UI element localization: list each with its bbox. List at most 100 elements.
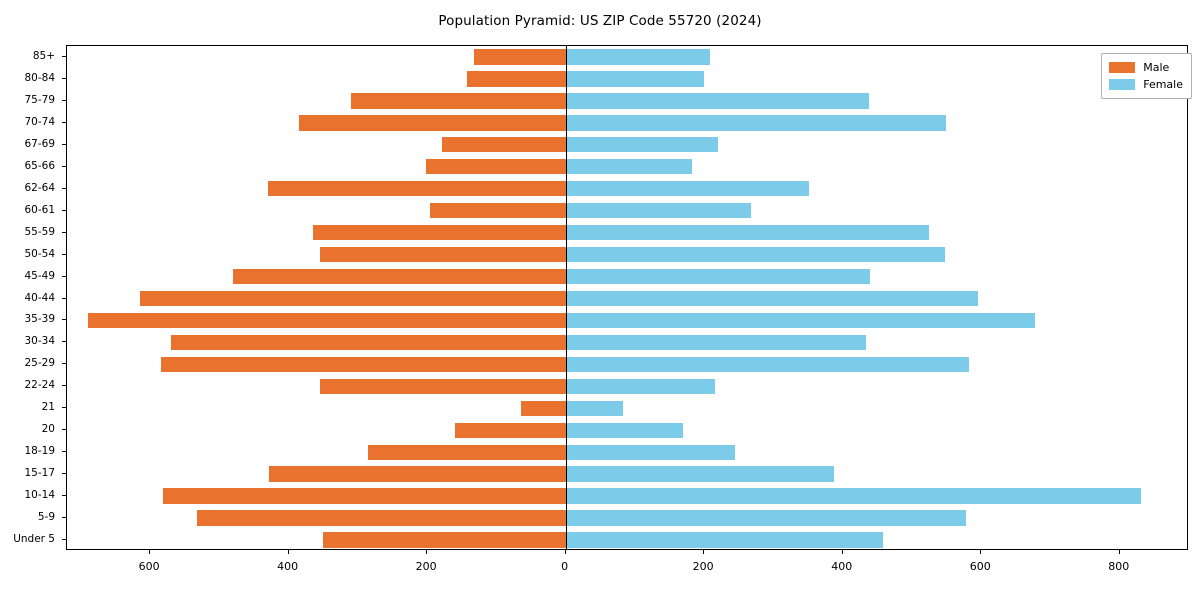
y-axis-tick bbox=[62, 473, 66, 475]
zero-axis-line bbox=[565, 46, 567, 549]
y-axis-tick bbox=[62, 517, 66, 519]
y-axis-tick bbox=[62, 297, 66, 299]
bar-row bbox=[67, 290, 1187, 307]
bar-male bbox=[368, 444, 566, 460]
x-axis-tick bbox=[564, 550, 566, 554]
y-axis-tick-label: Under 5 bbox=[13, 533, 55, 546]
y-axis-tick-label: 35-39 bbox=[24, 313, 55, 326]
x-axis-tick bbox=[703, 550, 705, 554]
bar-row bbox=[67, 378, 1187, 394]
bar-female bbox=[565, 224, 930, 241]
bar-male bbox=[268, 466, 566, 482]
y-axis-tick bbox=[62, 539, 66, 541]
y-axis-tick bbox=[62, 187, 66, 189]
y-axis-tick bbox=[62, 55, 66, 57]
bar-male bbox=[425, 159, 566, 175]
bar-male bbox=[350, 93, 566, 109]
y-axis-tick bbox=[62, 495, 66, 497]
x-axis-tick-label: 0 bbox=[561, 560, 569, 573]
bar-row bbox=[67, 115, 1187, 131]
y-axis-tick-label: 70-74 bbox=[24, 115, 55, 128]
y-axis-tick-label: 67-69 bbox=[24, 137, 55, 150]
bar-row bbox=[67, 93, 1187, 109]
legend-entry: Female bbox=[1109, 76, 1183, 93]
bar-row bbox=[67, 488, 1187, 504]
legend-entry: Male bbox=[1109, 59, 1183, 76]
y-axis-tick-label: 75-79 bbox=[24, 93, 55, 106]
bar-row bbox=[67, 224, 1187, 241]
bar-female bbox=[565, 488, 1141, 504]
y-axis-tick bbox=[62, 341, 66, 343]
y-axis-tick bbox=[62, 385, 66, 387]
y-axis-tick bbox=[62, 275, 66, 277]
bar-row bbox=[67, 466, 1187, 482]
legend: Male Female bbox=[1101, 53, 1192, 99]
bar-male bbox=[319, 246, 566, 263]
x-axis-tick bbox=[426, 550, 428, 554]
bar-female bbox=[565, 444, 736, 460]
plot-area bbox=[66, 45, 1188, 550]
x-axis-tick-label: 200 bbox=[415, 560, 437, 573]
bar-row bbox=[67, 334, 1187, 351]
y-axis-tick-label: 62-64 bbox=[24, 181, 55, 194]
x-axis: 600 400 200 0 200 400 600 800 bbox=[0, 550, 1200, 590]
y-axis: 85+ 80-84 75-79 70-74 67-69 65-66 62-64 60-61 55… bbox=[0, 45, 66, 550]
bar-female bbox=[565, 334, 866, 351]
bar-female bbox=[565, 137, 719, 153]
bar-female bbox=[565, 400, 624, 416]
bars-layer bbox=[67, 46, 1187, 549]
bar-male bbox=[267, 181, 566, 197]
bar-female bbox=[565, 49, 710, 65]
chart-title: Population Pyramid: US ZIP Code 55720 (2… bbox=[438, 13, 762, 29]
y-axis-tick bbox=[62, 407, 66, 409]
bar-male bbox=[323, 532, 566, 548]
y-axis-tick bbox=[62, 77, 66, 79]
y-axis-tick bbox=[62, 165, 66, 167]
bar-male bbox=[162, 488, 566, 504]
y-axis-tick-label: 21 bbox=[41, 401, 55, 414]
bar-female bbox=[565, 202, 752, 219]
x-axis-tick bbox=[841, 550, 843, 554]
bar-row bbox=[67, 246, 1187, 263]
bar-female bbox=[565, 312, 1035, 329]
bar-row bbox=[67, 181, 1187, 197]
bar-female bbox=[565, 115, 946, 131]
bar-male bbox=[299, 115, 566, 131]
y-axis-tick-label: 60-61 bbox=[24, 203, 55, 216]
y-axis-tick-label: 85+ bbox=[32, 49, 55, 62]
x-axis-tick-label: 800 bbox=[1108, 560, 1130, 573]
bar-male bbox=[140, 290, 566, 307]
x-axis-tick-label: 400 bbox=[831, 560, 853, 573]
bar-female bbox=[565, 356, 969, 373]
legend-swatch bbox=[1109, 79, 1136, 90]
bar-male bbox=[160, 356, 566, 373]
bar-female bbox=[565, 93, 869, 109]
bar-male bbox=[454, 422, 566, 438]
bar-row bbox=[67, 268, 1187, 285]
y-axis-tick-label: 25-29 bbox=[24, 357, 55, 370]
bar-male bbox=[312, 224, 566, 241]
bar-row bbox=[67, 49, 1187, 65]
y-axis-tick bbox=[62, 429, 66, 431]
y-axis-tick bbox=[62, 231, 66, 233]
bar-row bbox=[67, 202, 1187, 219]
bar-row bbox=[67, 137, 1187, 153]
y-axis-tick-label: 20 bbox=[41, 423, 55, 436]
x-axis-tick bbox=[980, 550, 982, 554]
bar-male bbox=[429, 202, 566, 219]
bar-male bbox=[467, 71, 566, 87]
y-axis-tick-label: 10-14 bbox=[24, 489, 55, 502]
bar-female bbox=[565, 159, 692, 175]
bar-row bbox=[67, 510, 1187, 526]
y-axis-tick-label: 18-19 bbox=[24, 445, 55, 458]
bar-row bbox=[67, 356, 1187, 373]
bar-row bbox=[67, 71, 1187, 87]
bar-row bbox=[67, 422, 1187, 438]
x-axis-tick bbox=[149, 550, 151, 554]
bar-row bbox=[67, 444, 1187, 460]
bar-female bbox=[565, 378, 715, 394]
bar-male bbox=[170, 334, 566, 351]
y-axis-tick-label: 5-9 bbox=[37, 511, 55, 524]
x-axis-tick bbox=[1118, 550, 1120, 554]
